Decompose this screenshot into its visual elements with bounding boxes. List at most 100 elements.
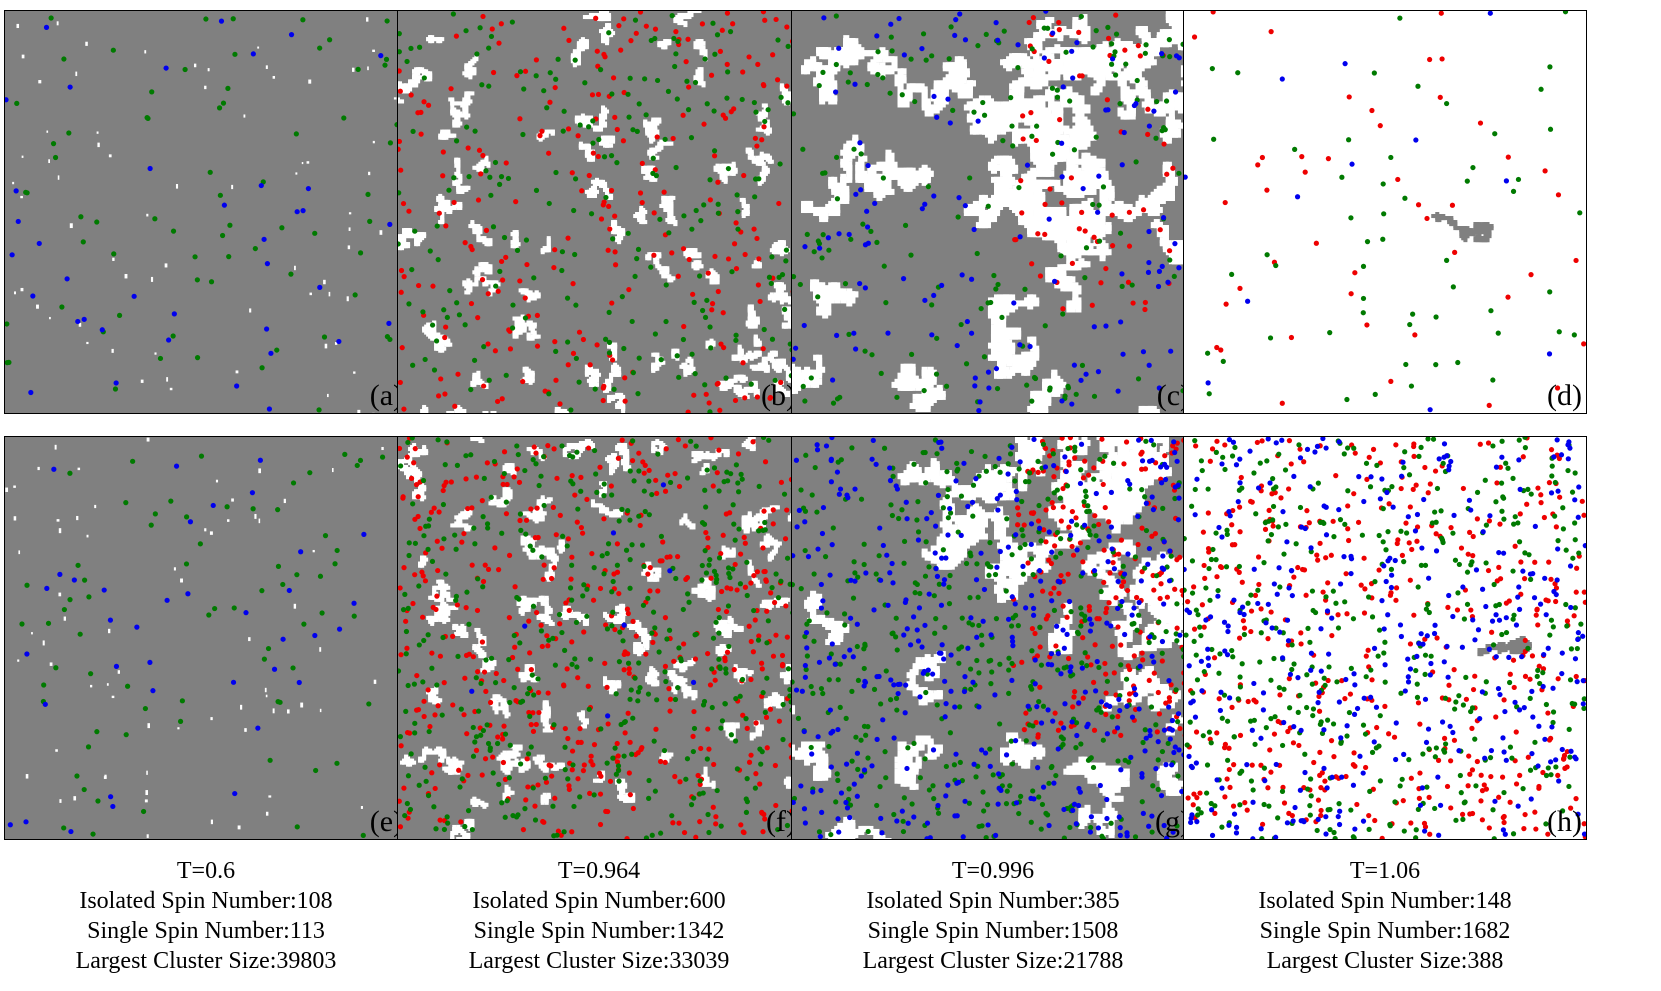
spin-down-domain xyxy=(458,185,463,190)
isolated-spin-marker xyxy=(116,312,123,319)
spin-down-domain xyxy=(701,81,706,86)
spin-down-domain xyxy=(743,205,748,210)
spin-down-domain xyxy=(721,380,726,385)
spin-down-domain xyxy=(454,101,459,106)
spin-down-domain xyxy=(590,13,595,18)
isolated-spin-marker xyxy=(111,251,117,257)
spin-down-domain xyxy=(580,121,585,126)
spin-down-site xyxy=(97,142,100,148)
isolated-spin-marker xyxy=(230,16,236,22)
spin-down-domain xyxy=(737,344,742,349)
spin-down-domain xyxy=(655,252,660,257)
spin-down-domain xyxy=(693,260,698,265)
spin-down-domain xyxy=(649,149,654,154)
spin-down-domain xyxy=(482,262,487,267)
spin-down-domain xyxy=(456,406,461,411)
isolated-spin-marker xyxy=(216,105,223,111)
spin-down-domain xyxy=(603,121,608,126)
spin-down-domain xyxy=(444,135,449,140)
spin-down-domain xyxy=(418,67,423,72)
isolated-spin-marker xyxy=(112,386,119,392)
spin-down-domain xyxy=(649,137,654,142)
spin-down-domain xyxy=(592,376,597,381)
spin-down-domain xyxy=(398,99,403,104)
isolated-spin-marker xyxy=(207,169,213,175)
spin-down-domain xyxy=(456,109,461,114)
spin-down-site xyxy=(20,287,24,292)
spin-down-domain xyxy=(755,316,760,321)
spin-down-domain xyxy=(578,47,583,52)
spin-down-site xyxy=(323,279,326,285)
spin-down-domain xyxy=(739,376,744,381)
spin-down-domain xyxy=(677,19,682,24)
spin-down-domain xyxy=(520,290,525,295)
spin-down-domain xyxy=(755,364,760,369)
spin-down-domain xyxy=(639,212,644,217)
spin-down-domain xyxy=(665,141,670,146)
spin-down-site xyxy=(265,65,268,69)
spin-down-domain xyxy=(450,133,455,138)
spin-down-domain xyxy=(540,133,545,138)
spin-down-domain xyxy=(562,410,567,413)
spin-down-domain xyxy=(512,334,517,339)
spin-down-domain xyxy=(486,280,491,285)
isolated-spin-marker xyxy=(386,320,392,326)
spin-down-domain xyxy=(661,195,666,200)
spin-down-domain xyxy=(466,290,471,295)
spin-down-domain xyxy=(590,15,595,20)
spin-down-domain xyxy=(689,11,694,14)
spin-down-domain xyxy=(576,49,581,54)
spin-down-domain xyxy=(717,165,722,170)
isolated-spin-marker xyxy=(43,24,50,30)
spin-down-domain xyxy=(590,370,595,375)
spin-down-domain xyxy=(691,11,696,14)
spin-down-domain xyxy=(478,266,483,271)
spin-down-domain xyxy=(574,61,579,66)
spin-down-domain xyxy=(474,280,479,285)
spin-down-site xyxy=(294,265,296,271)
spin-down-domain xyxy=(456,169,461,174)
spin-down-domain xyxy=(456,173,461,178)
spin-down-domain xyxy=(406,89,411,94)
spin-down-domain xyxy=(645,173,650,178)
spin-down-domain xyxy=(594,13,599,18)
spin-down-domain xyxy=(444,340,449,345)
isolated-spin-marker xyxy=(383,56,390,62)
isolated-spin-marker xyxy=(67,84,73,90)
isolated-spin-marker xyxy=(78,214,84,220)
spin-down-site xyxy=(207,68,210,72)
spin-down-domain xyxy=(785,392,790,397)
spin-down-domain xyxy=(663,141,668,146)
spin-down-domain xyxy=(783,292,788,297)
isolated-spin-marker xyxy=(317,284,323,290)
spin-down-domain xyxy=(733,378,738,383)
spin-down-domain xyxy=(781,364,786,369)
spin-down-domain xyxy=(749,318,754,323)
spin-down-domain xyxy=(739,356,744,361)
spin-down-domain xyxy=(751,316,756,321)
spin-down-domain xyxy=(402,89,407,94)
spin-down-domain xyxy=(412,81,417,86)
spin-down-domain xyxy=(462,280,467,285)
isolated-spin-marker xyxy=(355,66,361,73)
spin-down-domain xyxy=(603,115,608,120)
spin-down-domain xyxy=(478,163,483,168)
isolated-spin-marker xyxy=(219,232,226,239)
spin-down-domain xyxy=(438,344,443,349)
isolated-spin-marker xyxy=(279,225,285,231)
spin-down-domain xyxy=(657,264,662,269)
isolated-spin-marker xyxy=(64,276,70,282)
isolated-spin-marker xyxy=(144,115,150,121)
spin-down-domain xyxy=(763,113,768,118)
isolated-spin-marker xyxy=(293,131,299,137)
isolated-spin-marker xyxy=(52,154,59,161)
spin-down-domain xyxy=(603,13,608,18)
spin-down-domain xyxy=(601,119,606,124)
spin-down-domain xyxy=(753,264,758,269)
isolated-spin-marker xyxy=(217,192,223,198)
spin-down-domain xyxy=(769,358,774,363)
spin-down-domain xyxy=(414,240,419,245)
isolated-spin-marker xyxy=(220,100,227,106)
spin-down-domain xyxy=(777,364,782,369)
spin-down-site xyxy=(56,21,59,26)
